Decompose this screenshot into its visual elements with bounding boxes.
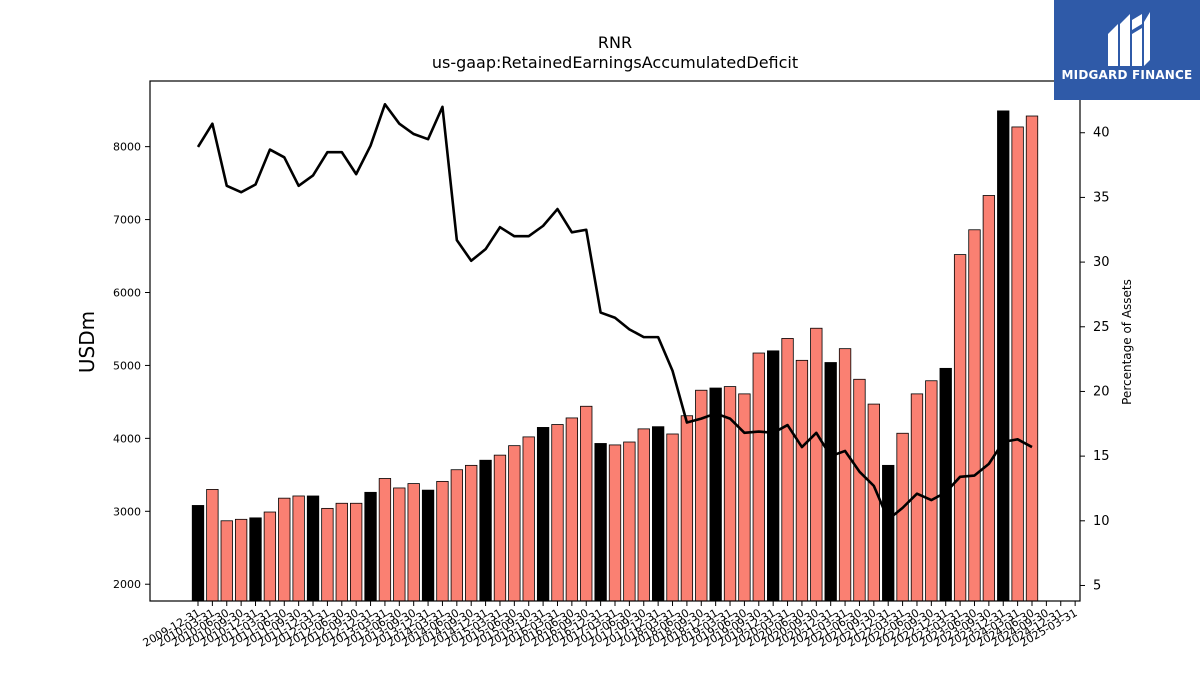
bar [767,350,780,602]
y2-tick-label: 15 [1093,449,1110,464]
bar [695,389,708,602]
bar [306,495,320,602]
bar [608,444,622,602]
bar [651,426,665,602]
bar [479,459,492,602]
bar [234,518,248,602]
pct-line-series [196,102,1033,521]
chart-title: RNR [598,33,632,52]
bar [421,489,435,602]
bar [637,428,650,602]
bar [292,495,305,602]
y2-tick-label: 40 [1093,126,1110,141]
bar-series [191,110,1039,602]
bar [551,424,564,602]
bar [249,517,262,602]
bar [867,403,880,602]
bar [436,480,449,602]
bar [278,497,291,602]
bar [795,359,809,602]
bar [565,417,579,602]
bar [220,520,233,602]
bar [666,433,679,602]
bar [263,511,277,602]
y2-tick-label: 20 [1093,384,1110,399]
bar [594,443,607,602]
bar [997,110,1010,602]
y2-tick-label: 25 [1093,320,1110,335]
bar [939,367,952,602]
bar [953,254,967,602]
bar [393,487,406,602]
y-tick-label: 3000 [113,505,141,518]
bar [896,432,909,602]
bar [709,387,722,602]
bar [364,491,377,602]
bar [752,352,765,602]
brand-mark-icon [1108,12,1150,66]
y-axis-label: USDm [75,311,99,373]
bar [623,441,636,602]
bar [206,489,219,602]
bar [450,469,463,602]
bar [321,507,334,602]
y-tick-label: 4000 [113,432,141,445]
bar [882,464,895,602]
bar [853,378,866,602]
bar [824,362,837,602]
bar [925,380,938,602]
y2-axis-label: Percentage of Assets [1120,279,1134,405]
bar [350,502,363,602]
bar [522,436,535,602]
axes: 2000 3000 4000 5000 6000 7000 8000 5 10 15 20 25 30 3… [113,80,1110,650]
bar [191,505,205,602]
bar [1025,115,1039,602]
bar [335,502,348,602]
brand-name: MIDGARD FINANCE [1061,68,1193,82]
bar [838,348,852,602]
y2-tick-label: 5 [1093,578,1101,593]
bar [1011,126,1024,602]
bar [508,445,521,602]
bar [493,454,507,602]
bar [580,405,593,602]
bar [968,229,981,602]
y-tick-label: 6000 [113,287,141,300]
y2-tick-label: 10 [1093,514,1110,529]
bar [407,483,420,602]
bar [465,464,478,602]
bar [680,415,694,602]
y-tick-label: 2000 [113,578,141,591]
bar [738,393,751,602]
bar [810,327,823,602]
bar [781,338,794,602]
brand-logo: MIDGARD FINANCE [1054,0,1200,100]
pct-of-assets-line [196,102,1033,521]
bar [982,195,996,602]
y-tick-label: 8000 [113,141,141,154]
y-tick-label: 5000 [113,359,141,372]
bar [378,478,392,602]
chart-subtitle: us-gaap:RetainedEarningsAccumulatedDefic… [432,53,798,72]
bar [536,427,550,602]
y2-tick-label: 35 [1093,190,1110,205]
y2-tick-label: 30 [1093,255,1110,270]
y-tick-label: 7000 [113,214,141,227]
